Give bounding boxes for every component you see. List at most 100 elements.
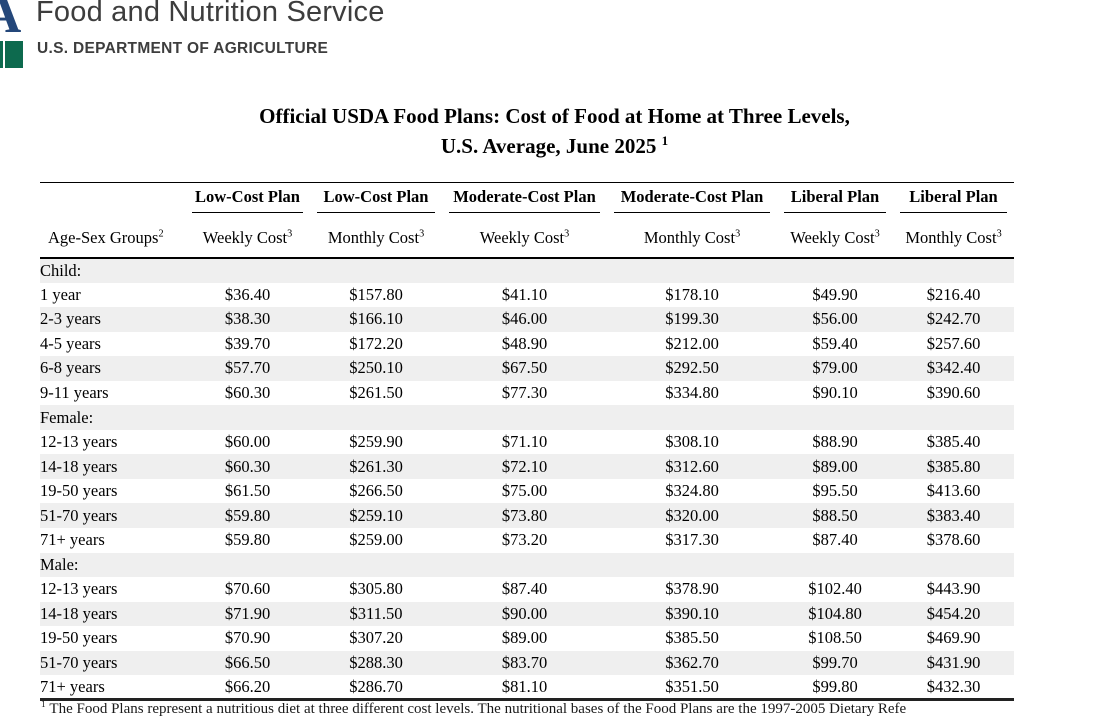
age-group-cell: 12-13 years bbox=[40, 432, 118, 452]
cost-cell: $73.80 bbox=[501, 505, 548, 525]
cost-cell: $89.00 bbox=[501, 628, 548, 648]
age-group-cell: 12-13 years bbox=[40, 579, 118, 599]
agency-department: U.S. DEPARTMENT OF AGRICULTURE bbox=[37, 40, 329, 57]
section-header-row: Female: bbox=[40, 405, 1014, 430]
cost-header: Weekly Cost3 bbox=[777, 214, 893, 259]
section-label: Female: bbox=[40, 407, 94, 427]
cost-cell: $390.10 bbox=[665, 603, 719, 623]
table-row: 51-70 years $59.80 $259.10 $73.80 $320.00 $88… bbox=[40, 503, 1014, 529]
cost-cell: $87.40 bbox=[501, 579, 548, 599]
cost-cell: $259.10 bbox=[349, 505, 403, 525]
cost-header: Weekly Cost3 bbox=[185, 214, 310, 259]
table-row: 12-13 years $60.00 $259.90 $71.10 $308.10 $88… bbox=[40, 430, 1014, 455]
table-row: 14-18 years $60.30 $261.30 $72.10 $312.60 $89… bbox=[40, 454, 1014, 479]
footnote: 1 The Food Plans represent a nutritious … bbox=[41, 701, 1101, 718]
cost-cell: $308.10 bbox=[665, 432, 719, 452]
cost-cell: $59.80 bbox=[224, 530, 271, 550]
cost-cell: $317.30 bbox=[665, 530, 719, 550]
cost-cell: $362.70 bbox=[665, 653, 719, 673]
cost-cell: $266.50 bbox=[349, 481, 403, 501]
table-row: 19-50 years $61.50 $266.50 $75.00 $324.80 $95… bbox=[40, 479, 1014, 504]
cost-cell: $39.70 bbox=[224, 333, 271, 353]
age-group-cell: 19-50 years bbox=[40, 481, 118, 501]
cost-cell: $469.90 bbox=[926, 628, 981, 648]
age-group-cell: 14-18 years bbox=[40, 456, 118, 476]
cost-cell: $385.40 bbox=[926, 432, 981, 452]
section-header-row: Child: bbox=[40, 258, 1014, 283]
cost-cell: $324.80 bbox=[665, 481, 719, 501]
usda-logo-letter-icon: A bbox=[0, 0, 22, 44]
cost-cell: $378.60 bbox=[926, 530, 981, 550]
table-row: 71+ years $59.80 $259.00 $73.20 $317.30 $87.4… bbox=[40, 528, 1014, 553]
cost-header: Monthly Cost3 bbox=[893, 214, 1014, 259]
table-row: 4-5 years $39.70 $172.20 $48.90 $212.00 $59.4… bbox=[40, 332, 1014, 357]
food-plan-cost-table: Low-Cost Plan Low-Cost Plan Moderate-Cos… bbox=[40, 182, 1014, 702]
cost-cell: $413.60 bbox=[926, 481, 981, 501]
cost-cell: $261.30 bbox=[349, 456, 403, 476]
section-label: Child: bbox=[40, 260, 82, 280]
cost-cell: $88.90 bbox=[812, 432, 858, 452]
cost-cell: $38.30 bbox=[224, 309, 271, 329]
cost-cell: $99.80 bbox=[812, 676, 858, 696]
cost-cell: $166.10 bbox=[349, 309, 403, 329]
page-title-line1: Official USDA Food Plans: Cost of Food a… bbox=[259, 104, 850, 128]
cost-cell: $66.20 bbox=[224, 676, 271, 696]
cost-cell: $59.80 bbox=[224, 505, 271, 525]
cost-cell: $60.30 bbox=[224, 383, 271, 402]
plan-header: Low-Cost Plan bbox=[185, 183, 310, 215]
cost-cell: $60.00 bbox=[224, 432, 271, 452]
cost-header: Weekly Cost3 bbox=[442, 214, 607, 259]
cost-header: Monthly Cost3 bbox=[310, 214, 442, 259]
cost-header-row: Age-Sex Groups2 Weekly Cost3 Monthly Cos… bbox=[40, 214, 1014, 259]
cost-cell: $102.40 bbox=[808, 579, 862, 599]
cost-cell: $104.80 bbox=[808, 603, 862, 623]
cost-cell: $242.70 bbox=[926, 309, 981, 329]
table-row: 12-13 years $70.60 $305.80 $87.40 $378.90 $10… bbox=[40, 577, 1014, 602]
age-group-cell: 6-8 years bbox=[40, 358, 101, 378]
cost-cell: $257.60 bbox=[926, 333, 981, 353]
cost-cell: $390.60 bbox=[926, 383, 981, 402]
cost-cell: $385.80 bbox=[926, 456, 981, 476]
table-header: Low-Cost Plan Low-Cost Plan Moderate-Cos… bbox=[40, 183, 1014, 259]
cost-cell: $49.90 bbox=[812, 284, 858, 304]
cost-cell: $311.50 bbox=[349, 603, 403, 623]
cost-cell: $261.50 bbox=[349, 383, 403, 402]
cost-cell: $79.00 bbox=[812, 358, 858, 378]
cost-cell: $342.40 bbox=[926, 358, 981, 378]
age-group-cell: 2-3 years bbox=[40, 309, 101, 329]
cost-cell: $320.00 bbox=[665, 505, 719, 525]
cost-cell: $385.50 bbox=[665, 628, 719, 648]
cost-cell: $443.90 bbox=[926, 579, 981, 599]
section-header-row: Male: bbox=[40, 552, 1014, 578]
cost-cell: $288.30 bbox=[349, 653, 403, 673]
cost-cell: $87.40 bbox=[812, 530, 858, 550]
plan-header-row: Low-Cost Plan Low-Cost Plan Moderate-Cos… bbox=[40, 183, 1014, 215]
usda-logo-green-block-icon bbox=[0, 41, 23, 68]
cost-cell: $216.40 bbox=[926, 284, 981, 304]
cost-cell: $286.70 bbox=[349, 676, 403, 696]
cost-header: Monthly Cost3 bbox=[607, 214, 777, 259]
cost-cell: $157.80 bbox=[349, 284, 403, 304]
cost-cell: $95.50 bbox=[812, 481, 858, 501]
cost-cell: $378.90 bbox=[665, 579, 719, 599]
cost-cell: $212.00 bbox=[665, 333, 719, 353]
cost-cell: $48.90 bbox=[501, 333, 548, 353]
cost-cell: $56.00 bbox=[812, 309, 858, 329]
cost-cell: $72.10 bbox=[501, 456, 548, 476]
title-footnote-ref: 1 bbox=[661, 133, 669, 148]
cost-cell: $259.90 bbox=[349, 432, 403, 452]
table-row: 14-18 years $71.90 $311.50 $90.00 $390.10 $10… bbox=[40, 601, 1014, 627]
cost-cell: $60.30 bbox=[224, 456, 271, 476]
cost-cell: $90.10 bbox=[812, 383, 858, 402]
table-row: 1 year $36.40 $157.80 $41.10 $178.10 $49.90 $2… bbox=[40, 283, 1014, 308]
age-sex-groups-header: Age-Sex Groups2 bbox=[40, 214, 185, 259]
plan-header: Liberal Plan bbox=[893, 183, 1014, 215]
page-title: Official USDA Food Plans: Cost of Food a… bbox=[0, 101, 1109, 161]
cost-cell: $383.40 bbox=[926, 505, 981, 525]
footnote-text: The Food Plans represent a nutritious di… bbox=[49, 701, 907, 717]
corner-cell bbox=[40, 183, 185, 215]
cost-cell: $431.90 bbox=[926, 653, 981, 673]
cost-cell: $334.80 bbox=[665, 383, 719, 402]
table-row: 2-3 years $38.30 $166.10 $46.00 $199.30 $56.0… bbox=[40, 307, 1014, 332]
cost-cell: $89.00 bbox=[812, 456, 858, 476]
